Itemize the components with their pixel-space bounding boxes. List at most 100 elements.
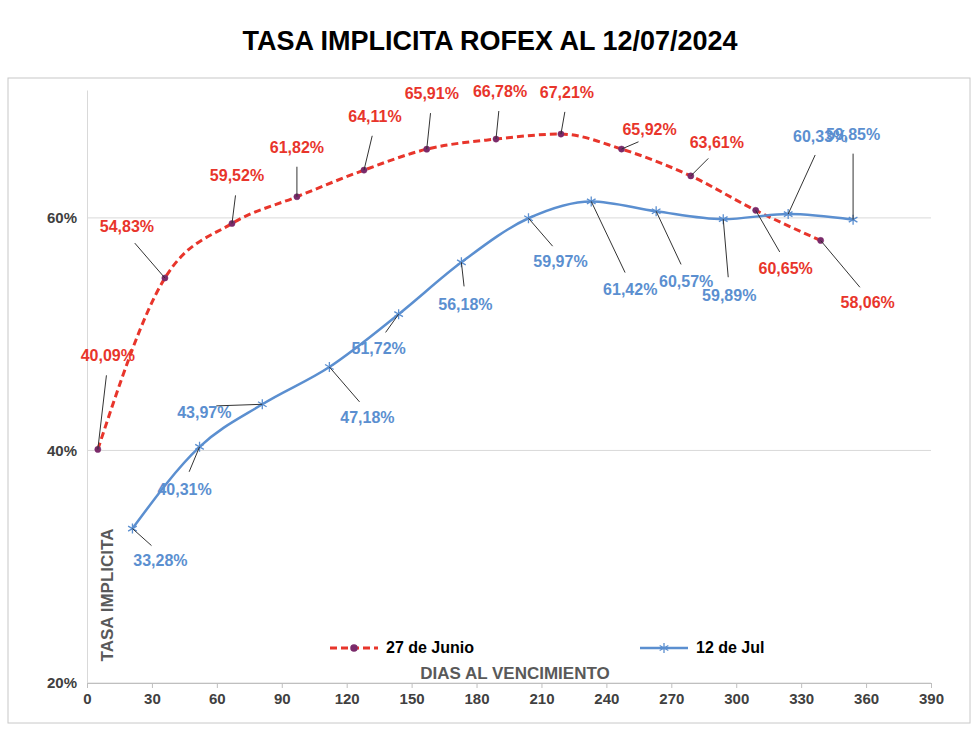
x-tick: 0 bbox=[83, 683, 91, 707]
data-label: 43,97% bbox=[177, 404, 231, 421]
x-tick-label: 180 bbox=[465, 690, 490, 707]
label-leader bbox=[528, 218, 552, 246]
x-tick-mark bbox=[736, 683, 737, 688]
y-tick-label: 60% bbox=[47, 209, 77, 226]
label-leader bbox=[788, 155, 815, 214]
x-tick-mark bbox=[931, 683, 932, 688]
x-tick-mark bbox=[671, 683, 672, 688]
x-tick-mark bbox=[606, 683, 607, 688]
y-axis: 20% 40% 60% bbox=[47, 91, 88, 692]
label-leader bbox=[591, 201, 625, 272]
label-leader bbox=[132, 529, 151, 546]
data-label: 51,72% bbox=[351, 340, 405, 357]
data-label: 59,85% bbox=[826, 126, 880, 143]
data-label: 66,78% bbox=[473, 83, 527, 100]
x-tick-label: 120 bbox=[335, 690, 360, 707]
x-axis-title: DIAS AL VENCIMIENTO bbox=[420, 664, 610, 683]
data-label: 63,61% bbox=[690, 134, 744, 151]
grid-line bbox=[87, 450, 931, 451]
chart-border bbox=[8, 78, 970, 723]
x-tick-mark bbox=[347, 683, 348, 688]
x-tick: 270 bbox=[659, 683, 684, 707]
x-tick-label: 150 bbox=[400, 690, 425, 707]
data-label: 56,18% bbox=[438, 296, 492, 313]
label-leader bbox=[427, 113, 431, 149]
x-tick-label: 60 bbox=[209, 690, 226, 707]
label-leader bbox=[296, 167, 297, 197]
data-label: 64,11% bbox=[348, 108, 401, 125]
x-tick-mark bbox=[866, 683, 867, 688]
data-label: 47,18% bbox=[340, 409, 394, 426]
x-tick: 240 bbox=[594, 683, 619, 707]
data-label: 65,92% bbox=[622, 121, 676, 138]
x-tick: 60 bbox=[209, 683, 226, 707]
x-tick: 90 bbox=[274, 683, 291, 707]
y-tick: 60% bbox=[47, 209, 87, 226]
x-tick-mark bbox=[152, 683, 153, 688]
y-tick: 40% bbox=[47, 442, 87, 459]
title: TASA IMPLICITA ROFEX AL 12/07/2024 bbox=[242, 26, 737, 56]
data-label: 67,21% bbox=[540, 84, 594, 101]
x-tick-mark bbox=[541, 683, 542, 688]
data-label: 65,91% bbox=[405, 85, 459, 102]
x-tick-mark bbox=[217, 683, 218, 688]
x-tick-label: 270 bbox=[659, 690, 684, 707]
x-tick-mark bbox=[282, 683, 283, 688]
grid-line bbox=[87, 217, 931, 218]
x-tick-label: 300 bbox=[724, 690, 749, 707]
x-axis-line bbox=[88, 684, 932, 689]
label-leader bbox=[622, 142, 639, 149]
x-tick: 180 bbox=[465, 683, 490, 707]
x-tick: 120 bbox=[335, 683, 360, 707]
data-label: 33,28% bbox=[133, 552, 187, 569]
x-tick: 330 bbox=[789, 683, 814, 707]
label-leader bbox=[98, 375, 107, 449]
data-label: 40,09% bbox=[81, 347, 135, 364]
x-tick-label: 330 bbox=[789, 690, 814, 707]
x-tick-mark bbox=[801, 683, 802, 688]
x-tick: 150 bbox=[400, 683, 425, 707]
x-tick: 300 bbox=[724, 683, 749, 707]
x-tick-label: 210 bbox=[529, 690, 554, 707]
label-leader bbox=[496, 111, 499, 139]
chart: TASA IMPLICITA ROFEX AL 12/07/2024 20% 40%… bbox=[0, 0, 980, 745]
data-label: 60,65% bbox=[759, 260, 813, 277]
x-tick: 390 bbox=[919, 683, 944, 707]
legend-label: 12 de Jul bbox=[696, 639, 764, 656]
label-leader bbox=[723, 219, 728, 277]
x-tick-label: 240 bbox=[594, 690, 619, 707]
y-tick-label: 20% bbox=[47, 674, 77, 691]
data-label: 54,83% bbox=[100, 218, 154, 235]
label-leader bbox=[656, 211, 681, 264]
label-leader bbox=[821, 240, 860, 287]
series-line bbox=[132, 201, 853, 528]
x-tick-mark bbox=[87, 683, 88, 688]
label-leader bbox=[756, 210, 780, 252]
label-leader bbox=[561, 112, 565, 134]
data-label: 59,97% bbox=[533, 253, 587, 270]
data-label: 61,82% bbox=[270, 139, 324, 156]
data-labels: 40,09% 54,83% 59,52% 61,82% 64,11%65,91% 66,7… bbox=[81, 83, 895, 569]
data-label: 40,31% bbox=[157, 481, 211, 498]
label-leader bbox=[461, 262, 464, 286]
label-leader bbox=[691, 158, 709, 176]
series-line bbox=[98, 134, 821, 449]
y-tick: 20% bbox=[47, 674, 87, 691]
y-tick-label: 40% bbox=[47, 442, 77, 459]
x-tick-label: 360 bbox=[854, 690, 879, 707]
x-tick-mark bbox=[477, 683, 478, 688]
data-label: 59,52% bbox=[210, 167, 264, 184]
data-label: 58,06% bbox=[840, 294, 894, 311]
x-tick-label: 0 bbox=[83, 690, 91, 707]
label-leader bbox=[386, 314, 399, 332]
label-leader bbox=[232, 195, 236, 223]
plot-area bbox=[95, 131, 858, 534]
x-tick-label: 30 bbox=[144, 690, 161, 707]
grid bbox=[87, 218, 931, 683]
x-tick: 360 bbox=[854, 683, 879, 707]
legend-marker bbox=[660, 643, 669, 653]
label-leader bbox=[189, 447, 199, 472]
x-tick-mark bbox=[412, 683, 413, 688]
label-leader bbox=[853, 154, 854, 220]
data-label: 59,89% bbox=[702, 287, 756, 304]
